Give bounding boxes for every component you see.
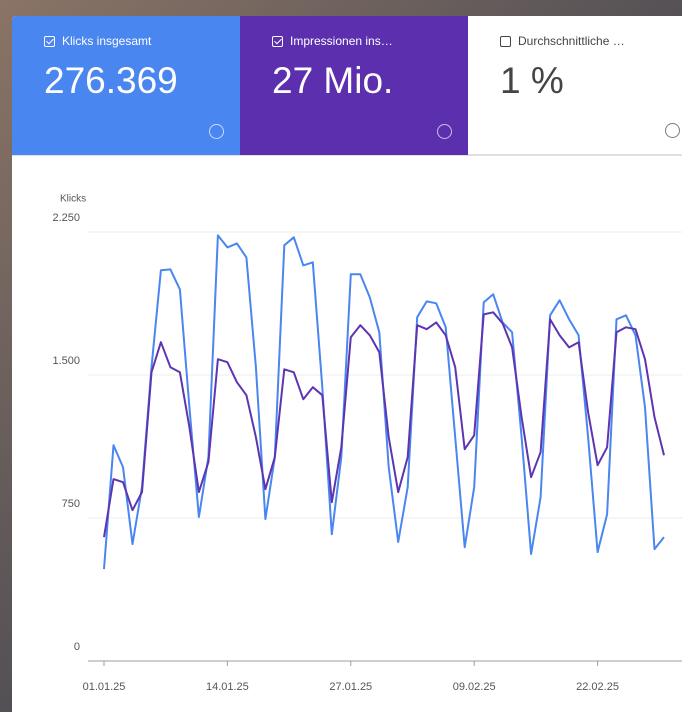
metric-card[interactable]: Impressionen ins… 27 Mio. xyxy=(240,16,468,155)
y-tick-label: 1.500 xyxy=(52,355,80,367)
card-header: Impressionen ins… xyxy=(272,34,468,48)
performance-panel: Klicks insgesamt 276.369 Impressionen in… xyxy=(12,16,682,712)
y-tick-label: 0 xyxy=(74,641,80,653)
x-tick-label: 14.01.25 xyxy=(206,681,249,693)
y-tick-label: 2.250 xyxy=(52,212,80,224)
card-value: 1 % xyxy=(500,60,682,102)
card-header: Durchschnittliche … xyxy=(500,34,682,48)
x-tick-label: 09.02.25 xyxy=(453,681,496,693)
card-label: Impressionen ins… xyxy=(290,34,393,48)
y-tick-label: 750 xyxy=(62,498,80,510)
page: Klicks insgesamt 276.369 Impressionen in… xyxy=(0,0,682,712)
card-header: Klicks insgesamt xyxy=(44,34,240,48)
x-tick-label: 22.02.25 xyxy=(576,681,619,693)
help-icon[interactable] xyxy=(437,124,452,139)
series-line xyxy=(104,312,664,537)
card-value: 276.369 xyxy=(44,60,240,102)
checkbox[interactable] xyxy=(272,36,283,47)
help-icon[interactable] xyxy=(665,123,680,138)
card-label: Durchschnittliche … xyxy=(518,34,625,48)
y-axis-label: Klicks xyxy=(60,194,86,205)
card-value: 27 Mio. xyxy=(272,60,468,102)
card-label: Klicks insgesamt xyxy=(62,34,151,48)
checkbox[interactable] xyxy=(44,36,55,47)
x-tick-label: 01.01.25 xyxy=(83,681,126,693)
chart: Klicks 0 750 1.500 2.250 01.01.25 14.01.25 27.… xyxy=(12,155,682,712)
help-icon[interactable] xyxy=(209,124,224,139)
metric-card[interactable]: Klicks insgesamt 276.369 xyxy=(12,16,240,155)
checkbox[interactable] xyxy=(500,36,511,47)
x-tick-label: 27.01.25 xyxy=(329,681,372,693)
metric-card[interactable]: Durchschnittliche … 1 % xyxy=(468,16,682,155)
